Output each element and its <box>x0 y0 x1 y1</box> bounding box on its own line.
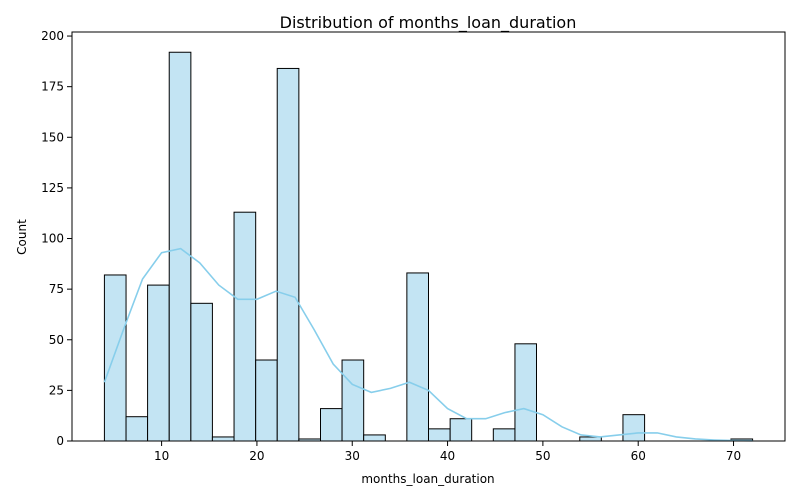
histogram-bar <box>428 428 451 442</box>
y-tick-label: 150 <box>41 130 64 144</box>
y-tick-label: 100 <box>41 232 64 246</box>
x-tick-label: 30 <box>345 449 360 463</box>
histogram-bar <box>211 436 235 442</box>
chart-title: Distribution of months_loan_duration <box>280 13 577 33</box>
x-tick-label: 40 <box>440 449 455 463</box>
histogram-bar <box>103 274 127 442</box>
x-tick-label: 10 <box>154 449 169 463</box>
y-tick-label: 175 <box>41 80 64 94</box>
histogram-bar <box>233 211 257 442</box>
x-tick-label: 50 <box>535 449 550 463</box>
y-axis: 0 25 50 75 100 125 150 175 200 <box>41 29 72 448</box>
histogram-bar <box>276 67 300 442</box>
x-axis-label: months_loan_duration <box>361 472 494 486</box>
histogram-bar <box>579 436 602 442</box>
y-tick-label: 75 <box>49 282 64 296</box>
plot-frame <box>71 31 786 442</box>
histogram-bar <box>125 416 149 442</box>
histogram-bar <box>622 414 646 442</box>
histogram-bar <box>449 418 473 442</box>
x-tick-label: 70 <box>726 449 741 463</box>
x-tick-label: 60 <box>631 449 646 463</box>
y-tick-label: 25 <box>49 383 64 397</box>
histogram-bar <box>147 284 170 442</box>
histogram-bar <box>514 343 537 442</box>
x-tick-label: 20 <box>249 449 264 463</box>
histogram-bar <box>492 428 516 442</box>
histogram-bar <box>190 302 213 442</box>
histogram-bar <box>320 408 343 442</box>
bar-group <box>103 51 754 442</box>
histogram-bar <box>406 272 429 442</box>
histogram-bar <box>363 434 386 442</box>
histogram-bar <box>255 359 278 442</box>
x-axis: 10 20 30 40 50 60 70 <box>154 441 741 463</box>
y-tick-label: 125 <box>41 181 64 195</box>
y-axis-label: Count <box>15 219 29 255</box>
y-tick-label: 200 <box>41 29 64 43</box>
y-tick-label: 50 <box>49 333 64 347</box>
histogram-bar <box>341 359 365 442</box>
kde-line <box>103 247 753 442</box>
histogram-bar <box>168 51 192 442</box>
y-tick-label: 0 <box>56 434 64 448</box>
